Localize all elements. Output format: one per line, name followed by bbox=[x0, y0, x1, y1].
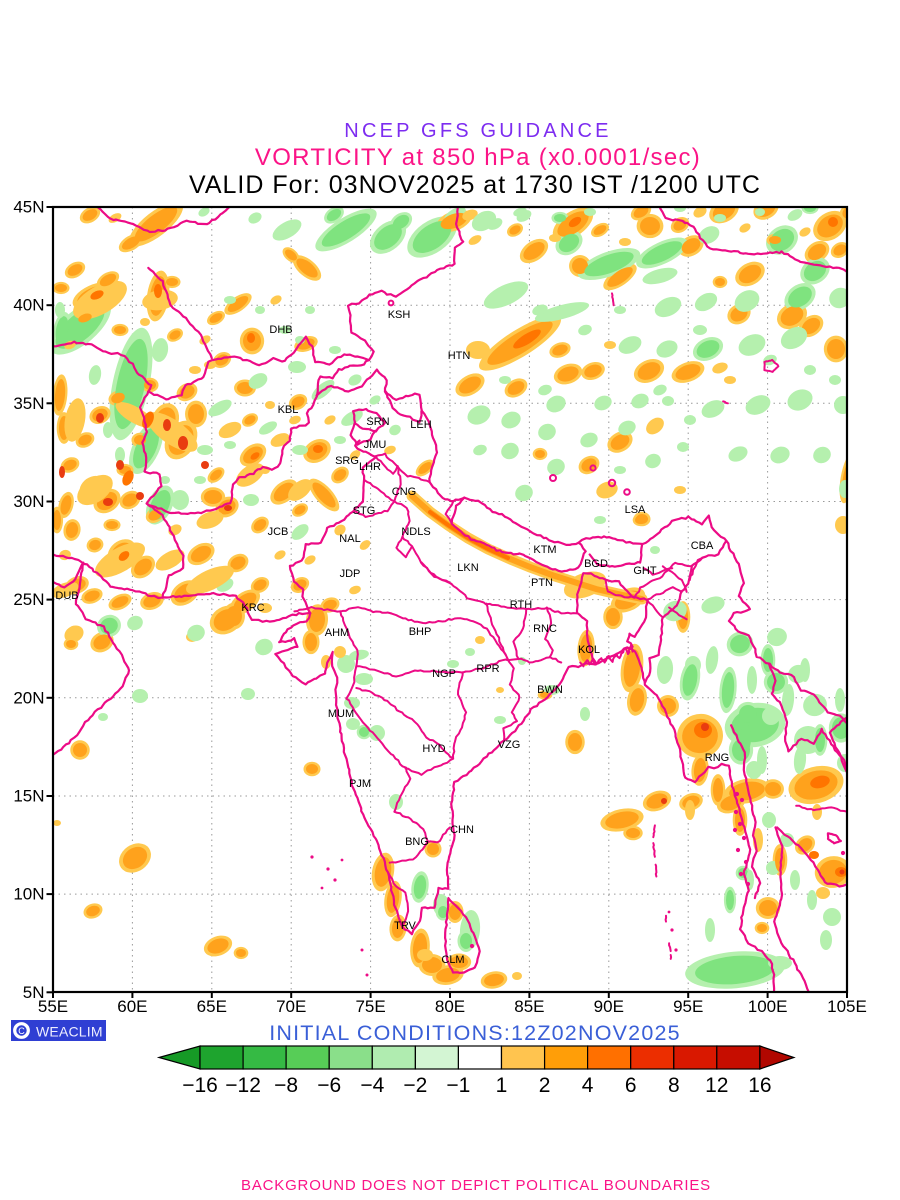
svg-text:95E: 95E bbox=[673, 997, 703, 1016]
svg-text:BWN: BWN bbox=[537, 684, 563, 696]
svg-text:MUM: MUM bbox=[328, 708, 354, 720]
svg-text:8: 8 bbox=[668, 1074, 680, 1097]
svg-text:2: 2 bbox=[539, 1074, 551, 1097]
svg-text:75E: 75E bbox=[355, 997, 385, 1016]
svg-text:−16: −16 bbox=[182, 1074, 218, 1097]
svg-text:KSH: KSH bbox=[388, 309, 411, 321]
svg-text:KOL: KOL bbox=[578, 644, 600, 656]
svg-text:LSA: LSA bbox=[625, 504, 646, 516]
svg-text:LHR: LHR bbox=[359, 461, 381, 473]
svg-text:BGD: BGD bbox=[584, 558, 608, 570]
svg-text:HYD: HYD bbox=[422, 743, 445, 755]
svg-text:10N: 10N bbox=[13, 885, 44, 904]
svg-text:−4: −4 bbox=[360, 1074, 384, 1097]
svg-text:−1: −1 bbox=[446, 1074, 470, 1097]
svg-text:RNG: RNG bbox=[705, 752, 729, 764]
svg-text:JMU: JMU bbox=[364, 439, 387, 451]
svg-text:105E: 105E bbox=[827, 997, 867, 1016]
svg-text:5N: 5N bbox=[23, 983, 45, 1002]
svg-text:DHB: DHB bbox=[269, 324, 292, 336]
svg-text:KBL: KBL bbox=[278, 404, 299, 416]
svg-text:NAL: NAL bbox=[339, 533, 360, 545]
svg-text:12: 12 bbox=[705, 1074, 728, 1097]
svg-text:20N: 20N bbox=[13, 688, 44, 707]
svg-text:90E: 90E bbox=[594, 997, 624, 1016]
svg-text:80E: 80E bbox=[435, 997, 465, 1016]
svg-text:WEACLIM: WEACLIM bbox=[36, 1024, 103, 1040]
svg-text:KTM: KTM bbox=[533, 544, 556, 556]
svg-text:CHN: CHN bbox=[450, 824, 474, 836]
svg-text:60E: 60E bbox=[117, 997, 147, 1016]
svg-text:KRC: KRC bbox=[241, 602, 264, 614]
svg-text:CNG: CNG bbox=[392, 486, 416, 498]
svg-text:DUB: DUB bbox=[55, 590, 78, 602]
svg-text:85E: 85E bbox=[514, 997, 544, 1016]
svg-text:65E: 65E bbox=[197, 997, 227, 1016]
svg-text:25N: 25N bbox=[13, 590, 44, 609]
svg-text:BACKGROUND DOES NOT DEPICT POL: BACKGROUND DOES NOT DEPICT POLITICAL BOU… bbox=[241, 1177, 711, 1194]
svg-text:−12: −12 bbox=[225, 1074, 261, 1097]
svg-text:16: 16 bbox=[748, 1074, 771, 1097]
svg-text:70E: 70E bbox=[276, 997, 306, 1016]
svg-text:30N: 30N bbox=[13, 492, 44, 511]
svg-text:PJM: PJM bbox=[349, 778, 371, 790]
svg-text:1: 1 bbox=[496, 1074, 508, 1097]
svg-text:SRG: SRG bbox=[335, 455, 359, 467]
svg-text:15N: 15N bbox=[13, 787, 44, 806]
svg-text:45N: 45N bbox=[13, 198, 44, 217]
svg-text:NCEP GFS GUIDANCE: NCEP GFS GUIDANCE bbox=[344, 120, 611, 142]
svg-text:AHM: AHM bbox=[325, 627, 349, 639]
svg-text:GHT: GHT bbox=[633, 565, 657, 577]
svg-text:100E: 100E bbox=[748, 997, 788, 1016]
svg-text:−2: −2 bbox=[403, 1074, 427, 1097]
svg-text:4: 4 bbox=[582, 1074, 594, 1097]
svg-text:PTN: PTN bbox=[531, 577, 553, 589]
svg-text:NDLS: NDLS bbox=[401, 526, 430, 538]
svg-text:40N: 40N bbox=[13, 296, 44, 315]
svg-text:RTH: RTH bbox=[510, 599, 532, 611]
svg-text:BHP: BHP bbox=[409, 626, 432, 638]
svg-text:RNC: RNC bbox=[533, 623, 557, 635]
svg-text:VORTICITY at 850 hPa (x0.0001/: VORTICITY at 850 hPa (x0.0001/sec) bbox=[255, 144, 701, 171]
svg-text:6: 6 bbox=[625, 1074, 637, 1097]
svg-text:CLM: CLM bbox=[441, 954, 464, 966]
svg-text:−8: −8 bbox=[274, 1074, 298, 1097]
svg-text:55E: 55E bbox=[38, 997, 68, 1016]
svg-text:HTN: HTN bbox=[448, 350, 471, 362]
svg-text:LEH: LEH bbox=[410, 419, 431, 431]
svg-text:CBA: CBA bbox=[691, 540, 714, 552]
svg-text:JCB: JCB bbox=[268, 526, 289, 538]
svg-text:VALID For: 03NOV2025 at 1730 I: VALID For: 03NOV2025 at 1730 IST /1200 U… bbox=[189, 171, 761, 199]
svg-text:INITIAL CONDITIONS:12Z02NOV202: INITIAL CONDITIONS:12Z02NOV2025 bbox=[269, 1021, 681, 1045]
svg-text:VZG: VZG bbox=[498, 739, 521, 751]
svg-text:LKN: LKN bbox=[457, 562, 478, 574]
svg-text:BNG: BNG bbox=[405, 836, 429, 848]
svg-text:NGP: NGP bbox=[432, 668, 456, 680]
svg-text:RPR: RPR bbox=[476, 663, 499, 675]
svg-text:35N: 35N bbox=[13, 394, 44, 413]
svg-text:SRN: SRN bbox=[366, 416, 389, 428]
svg-text:TRV: TRV bbox=[394, 920, 416, 932]
svg-text:STG: STG bbox=[353, 505, 376, 517]
svg-text:JDP: JDP bbox=[340, 568, 361, 580]
svg-text:C: C bbox=[18, 1026, 25, 1036]
svg-text:−6: −6 bbox=[317, 1074, 341, 1097]
